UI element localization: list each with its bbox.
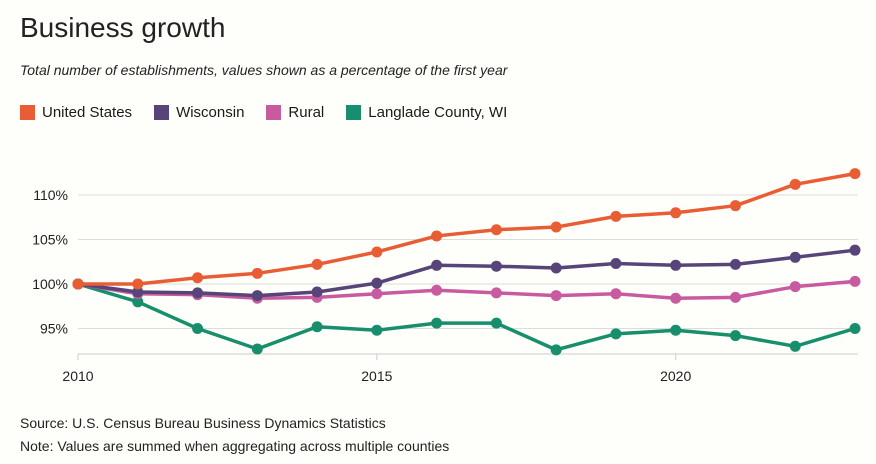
footnote: Note: Values are summed when aggregating… [20, 438, 450, 454]
data-point [789, 281, 801, 293]
data-point [789, 340, 801, 352]
legend-label: Langlade County, WI [368, 104, 508, 121]
data-point [192, 272, 204, 284]
data-point [789, 178, 801, 190]
data-point [311, 321, 323, 333]
data-point [550, 221, 562, 233]
series-line [77, 248, 856, 298]
data-point [431, 259, 443, 271]
data-point [490, 260, 502, 272]
data-point [670, 292, 682, 304]
data-point [610, 210, 622, 222]
data-point [550, 344, 562, 356]
data-point [729, 291, 741, 303]
data-point [610, 288, 622, 300]
data-point [729, 330, 741, 342]
series-line [78, 171, 856, 286]
data-point [311, 258, 323, 270]
legend-label: Rural [288, 104, 325, 121]
x-tick-label: 2020 [660, 368, 691, 384]
chart-subtitle: Total number of establishments, values s… [20, 62, 508, 78]
series-line [77, 282, 856, 352]
legend-label: Wisconsin [176, 104, 245, 121]
data-point [610, 328, 622, 340]
data-point [729, 200, 741, 212]
data-point [849, 323, 861, 334]
data-point [192, 323, 204, 334]
data-point [431, 284, 443, 296]
data-point [431, 230, 443, 242]
data-point [729, 258, 741, 270]
y-tick-label: 110% [33, 187, 68, 203]
data-point [490, 317, 502, 329]
data-point [490, 224, 502, 236]
data-point [132, 286, 144, 298]
series-united-states [72, 168, 861, 290]
data-point [132, 296, 144, 308]
data-point [251, 343, 263, 355]
data-point [670, 259, 682, 271]
y-tick-label: 105% [32, 232, 68, 248]
legend: United States Wisconsin Rural Langlade Coun… [20, 104, 529, 121]
data-point [371, 246, 383, 258]
data-point [849, 275, 861, 287]
y-tick-label: 100% [32, 276, 68, 292]
x-tick-label: 2010 [62, 368, 93, 384]
data-point [849, 168, 861, 180]
legend-item: Rural [266, 104, 324, 121]
legend-swatch [20, 105, 35, 120]
data-point [251, 267, 263, 279]
x-tick-label: 2015 [361, 368, 392, 384]
series-langlade-county-wi [72, 278, 861, 356]
chart-title: Business growth [20, 12, 226, 43]
data-point [132, 278, 144, 290]
source-note: Source: U.S. Census Bureau Business Dyna… [20, 415, 386, 431]
y-tick-label: 95% [40, 321, 68, 337]
legend-swatch [154, 105, 170, 120]
data-point [251, 290, 263, 302]
legend-item: United States [20, 104, 132, 121]
data-point [371, 324, 383, 336]
legend-swatch [266, 105, 282, 120]
data-point [789, 251, 801, 263]
data-point [72, 278, 84, 290]
data-point [550, 262, 562, 274]
legend-label: United States [42, 104, 133, 121]
data-point [431, 317, 443, 329]
data-point [192, 287, 204, 299]
data-point [550, 290, 562, 302]
data-point [849, 244, 861, 256]
data-point [311, 286, 323, 298]
data-point [490, 287, 502, 299]
data-point [371, 277, 383, 289]
data-point [610, 258, 622, 270]
legend-item: Langlade County, WI [346, 104, 507, 121]
data-point [670, 207, 682, 219]
series-line [77, 279, 856, 300]
data-point [371, 288, 383, 300]
data-point [670, 324, 682, 336]
legend-item: Wisconsin [154, 104, 244, 121]
legend-swatch [346, 105, 362, 120]
